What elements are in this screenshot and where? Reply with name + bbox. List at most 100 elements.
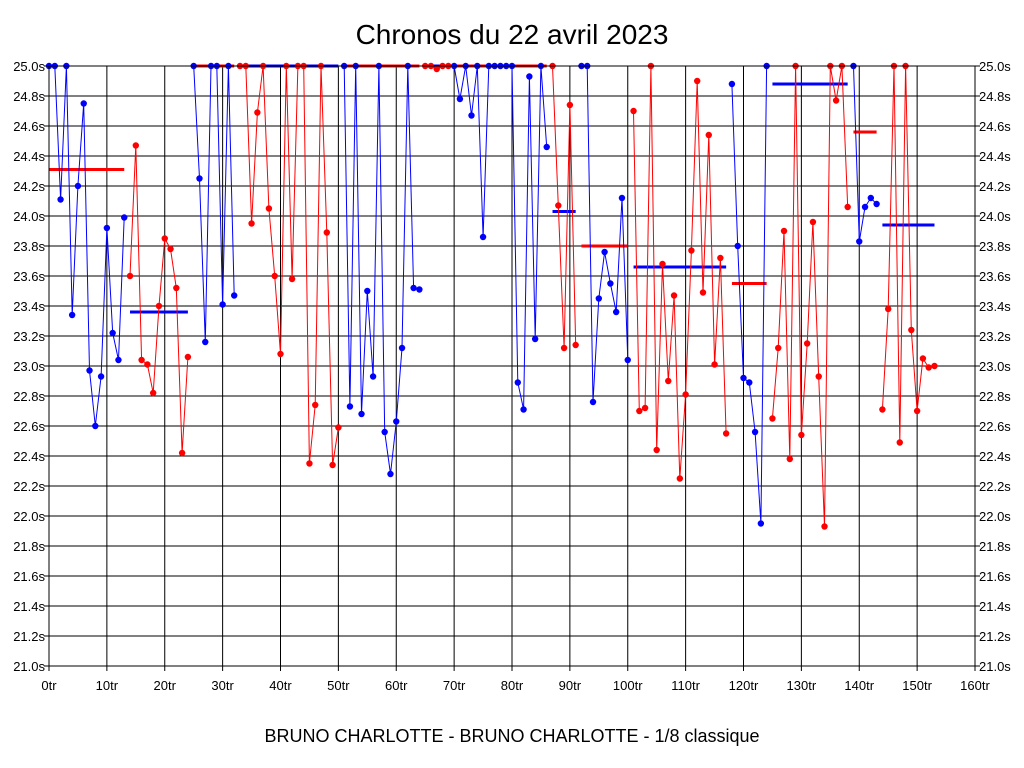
y-tick-label-left: 21.8s <box>13 539 45 554</box>
y-tick-label-right: 21.6s <box>979 569 1011 584</box>
data-point <box>520 406 527 413</box>
data-point <box>468 112 475 119</box>
y-tick-label-right: 23.0s <box>979 359 1011 374</box>
y-tick-label-right: 24.0s <box>979 209 1011 224</box>
data-point <box>803 340 811 347</box>
series-rouge-6 <box>769 62 851 530</box>
data-point <box>323 229 330 236</box>
data-point <box>670 292 678 299</box>
data-point <box>514 379 521 386</box>
x-tick-label: 60tr <box>385 678 408 693</box>
series-bleu-5 <box>578 62 631 406</box>
y-tick-label-right: 23.6s <box>979 269 1011 284</box>
data-point <box>531 335 539 343</box>
y-tick-label-left: 22.0s <box>13 509 45 524</box>
data-point <box>144 361 151 368</box>
series-rouge-5 <box>630 62 730 482</box>
data-point <box>248 220 255 227</box>
data-point <box>861 203 869 211</box>
y-tick-label-left: 22.8s <box>13 389 45 404</box>
data-point <box>896 439 903 446</box>
axis-ticks: 21.0s 21.0s 21.2s 21.2s 21.4s 21.4s 21.6s 21.6s… <box>13 59 1011 693</box>
y-tick-label-left: 21.4s <box>13 599 45 614</box>
x-tick-label: 120tr <box>729 678 759 693</box>
y-tick-label-right: 22.0s <box>979 509 1011 524</box>
data-point <box>346 403 354 410</box>
y-tick-label-left: 21.2s <box>13 629 45 644</box>
data-point <box>775 344 782 352</box>
data-point <box>780 227 788 235</box>
data-point <box>694 77 701 85</box>
data-point <box>57 196 64 203</box>
data-point <box>393 418 400 425</box>
data-point <box>68 311 76 319</box>
data-point <box>433 65 440 73</box>
y-tick-label-left: 25.0s <box>13 59 45 74</box>
y-tick-label-right: 23.4s <box>979 299 1011 314</box>
data-point <box>121 214 128 221</box>
x-tick-label: 160tr <box>960 678 990 693</box>
data-point <box>688 247 695 254</box>
data-point <box>526 73 533 80</box>
x-tick-label: 10tr <box>96 678 119 693</box>
data-point <box>178 449 186 457</box>
x-tick-label: 0tr <box>41 678 57 693</box>
data-point <box>722 430 730 437</box>
data-point <box>184 353 192 361</box>
data-point <box>913 407 921 415</box>
y-tick-label-left: 23.8s <box>13 239 45 254</box>
series-rouge-4 <box>549 62 579 352</box>
data-point <box>74 182 82 190</box>
data-point <box>630 107 637 115</box>
y-tick-label-right: 23.8s <box>979 239 1011 254</box>
data-point <box>740 374 747 382</box>
y-tick-label-right: 24.2s <box>979 179 1011 194</box>
x-tick-label: 80tr <box>501 678 524 693</box>
y-tick-label-right: 25.0s <box>979 59 1011 74</box>
data-point <box>92 422 99 430</box>
x-tick-label: 50tr <box>327 678 350 693</box>
data-point <box>572 341 579 349</box>
data-point <box>931 362 938 370</box>
data-point <box>809 218 817 226</box>
x-tick-label: 90tr <box>559 678 582 693</box>
y-tick-label-left: 24.2s <box>13 179 45 194</box>
data-point <box>80 100 87 107</box>
series-rouge-1 <box>126 142 192 457</box>
data-point <box>746 379 753 386</box>
y-tick-label-left: 24.6s <box>13 119 45 134</box>
data-point <box>97 373 105 380</box>
x-tick-label: 40tr <box>269 678 292 693</box>
data-point <box>908 326 915 334</box>
y-tick-label-left: 22.2s <box>13 479 45 494</box>
data-point <box>699 289 707 296</box>
data-point <box>149 389 157 397</box>
data-point <box>856 238 863 245</box>
data-point <box>335 424 342 431</box>
data-point <box>919 355 927 362</box>
y-tick-label-right: 22.8s <box>979 389 1011 404</box>
data-point <box>717 254 724 262</box>
y-tick-label-left: 22.6s <box>13 419 45 434</box>
y-tick-label-right: 22.6s <box>979 419 1011 434</box>
data-point <box>659 260 666 268</box>
data-point <box>595 295 603 302</box>
y-tick-label-left: 23.6s <box>13 269 45 284</box>
data-point <box>167 245 174 253</box>
x-axis-label: BRUNO CHARLOTTE - BRUNO CHARLOTTE - 1/8 … <box>264 726 759 746</box>
y-tick-label-right: 24.4s <box>979 149 1011 164</box>
series-line <box>343 65 420 475</box>
data-point <box>925 364 932 371</box>
data-point <box>288 275 296 283</box>
y-tick-label-right: 23.2s <box>979 329 1011 344</box>
data-point <box>636 407 643 415</box>
data-point <box>757 520 765 527</box>
y-tick-label-right: 22.2s <box>979 479 1011 494</box>
data-point <box>364 287 371 295</box>
x-tick-label: 110tr <box>671 678 700 693</box>
data-point <box>329 461 336 469</box>
data-point <box>566 101 574 109</box>
data-point <box>271 272 278 280</box>
data-point <box>543 143 550 151</box>
